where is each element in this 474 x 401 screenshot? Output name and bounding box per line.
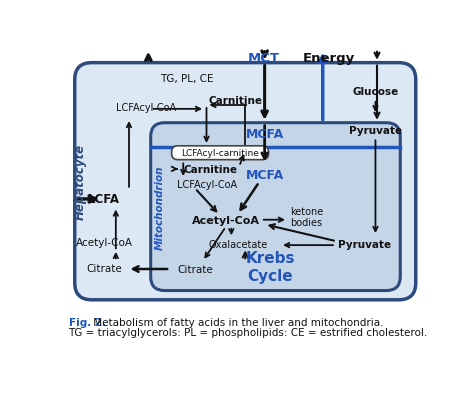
Text: LCFAcyl-CoA: LCFAcyl-CoA	[177, 179, 237, 189]
Text: Mitochondrion: Mitochondrion	[155, 165, 165, 249]
Text: Krebs
Cycle: Krebs Cycle	[246, 251, 295, 283]
Text: Citrate: Citrate	[177, 264, 213, 274]
FancyBboxPatch shape	[75, 63, 416, 300]
Text: LCFAcyl-CoA: LCFAcyl-CoA	[116, 103, 176, 113]
Text: MCFA: MCFA	[246, 127, 284, 140]
Text: TG, PL, CE: TG, PL, CE	[160, 73, 213, 83]
Text: LCFAcyl-carnitine: LCFAcyl-carnitine	[181, 149, 259, 158]
Text: Acetyl-CoA: Acetyl-CoA	[76, 237, 133, 247]
Text: Pyruvate: Pyruvate	[349, 126, 402, 135]
Text: Carnitine: Carnitine	[183, 164, 237, 174]
Text: Carnitine: Carnitine	[208, 95, 262, 105]
Text: Oxalacetate: Oxalacetate	[208, 239, 267, 249]
Text: TG = triacylglycerols: PL = phospholipids: CE = estrified cholesterol.: TG = triacylglycerols: PL = phospholipid…	[69, 327, 428, 337]
Text: Energy: Energy	[303, 52, 355, 65]
Text: Citrate: Citrate	[86, 263, 122, 273]
Text: Acetyl-CoA: Acetyl-CoA	[192, 216, 260, 226]
FancyBboxPatch shape	[151, 124, 400, 291]
Text: Pyruvate: Pyruvate	[338, 239, 392, 249]
Text: MCFA: MCFA	[246, 169, 284, 182]
Text: ketone
bodies: ketone bodies	[290, 207, 323, 228]
FancyBboxPatch shape	[172, 146, 268, 160]
Text: MCT: MCT	[248, 52, 280, 65]
Text: LCFA: LCFA	[88, 193, 120, 206]
Text: Glucose: Glucose	[352, 87, 399, 97]
Text: Metabolism of fatty acids in the liver and mitochondria.: Metabolism of fatty acids in the liver a…	[90, 317, 384, 327]
Text: Hepatocyte: Hepatocyte	[73, 144, 87, 220]
Text: Fig. 2.: Fig. 2.	[69, 317, 106, 327]
